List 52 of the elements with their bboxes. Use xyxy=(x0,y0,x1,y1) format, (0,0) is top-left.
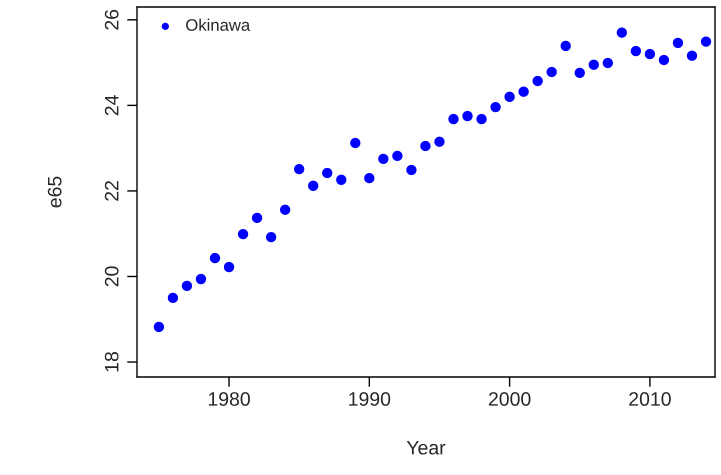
point xyxy=(644,48,656,60)
y-tick-label: 26 xyxy=(104,10,119,30)
y-tick-label: 24 xyxy=(104,95,118,116)
point xyxy=(280,204,290,215)
legend-label: Okinawa xyxy=(186,18,250,31)
point xyxy=(392,150,403,162)
point xyxy=(672,38,684,48)
x-tick-label: 2000 xyxy=(488,392,530,406)
point xyxy=(434,136,445,147)
point xyxy=(462,110,473,122)
point xyxy=(448,114,459,124)
point xyxy=(518,86,529,97)
x-axis-title: Year xyxy=(406,440,446,455)
y-tick-label: 18 xyxy=(104,352,119,372)
point xyxy=(238,228,248,240)
x-tick-label: 2010 xyxy=(629,392,671,406)
point xyxy=(406,164,417,176)
point xyxy=(378,154,388,164)
point xyxy=(168,292,178,304)
point xyxy=(308,180,318,191)
point xyxy=(252,212,262,224)
point xyxy=(154,322,164,332)
point xyxy=(294,164,304,174)
point xyxy=(364,172,374,184)
point xyxy=(182,280,192,292)
point xyxy=(602,58,613,68)
x-tick-label: 1990 xyxy=(349,392,390,406)
point xyxy=(700,36,712,47)
point xyxy=(504,92,515,102)
x-tick-label: 1980 xyxy=(208,392,250,406)
y-axis-title: e65 xyxy=(48,176,62,208)
point xyxy=(210,252,220,264)
point xyxy=(420,140,431,152)
point xyxy=(224,262,234,272)
point xyxy=(616,28,627,38)
point xyxy=(336,174,346,185)
point xyxy=(196,274,206,284)
point xyxy=(322,168,332,178)
point xyxy=(266,232,276,242)
point xyxy=(574,68,585,78)
y-tick-label: 20 xyxy=(104,266,119,286)
point xyxy=(560,40,571,52)
point xyxy=(588,60,599,70)
y-tick-label: 22 xyxy=(104,181,118,201)
point xyxy=(350,138,360,148)
point xyxy=(686,50,698,61)
point xyxy=(476,114,487,124)
point xyxy=(490,102,501,112)
point xyxy=(532,76,543,86)
point xyxy=(546,66,557,78)
point xyxy=(630,46,642,56)
point xyxy=(658,54,670,66)
